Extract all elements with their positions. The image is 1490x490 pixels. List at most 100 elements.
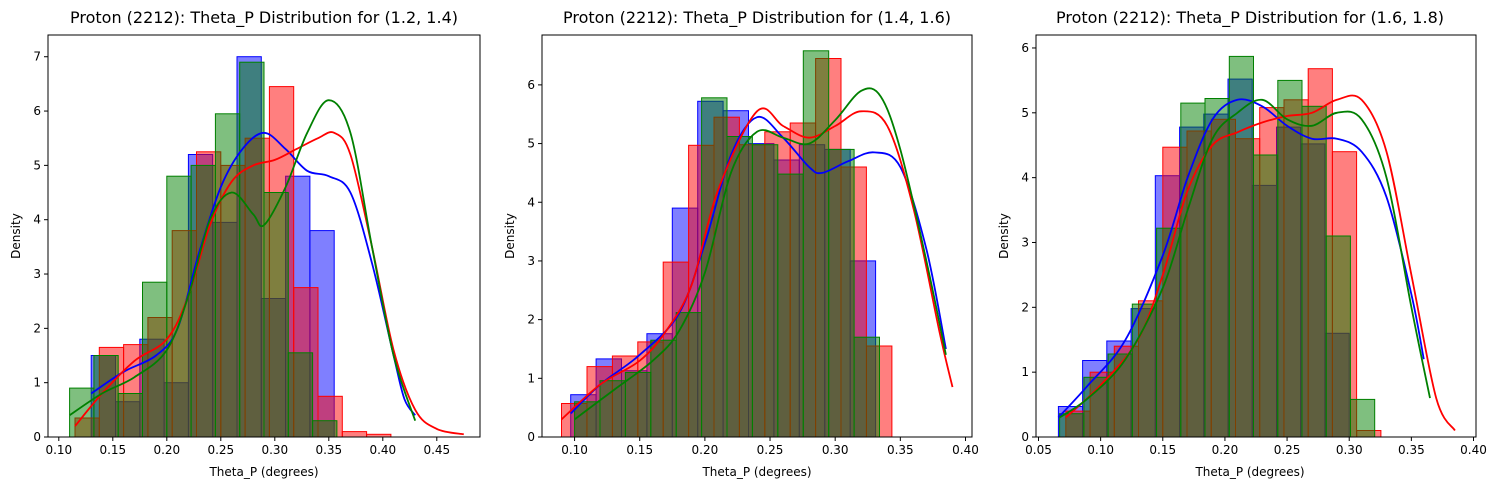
y-tick-label: 5: [33, 158, 41, 172]
histogram-bar-green: [117, 393, 143, 437]
y-tick-label: 0: [527, 430, 535, 444]
histogram-bar-green: [1277, 79, 1303, 437]
chart-panel-3: Proton (2212): Theta_P Distribution for …: [997, 8, 1487, 479]
y-tick-label: 1: [527, 371, 535, 385]
histogram-bar-green: [239, 61, 265, 437]
y-tick-label: 4: [527, 195, 535, 209]
x-tick-label: 0.05: [1025, 443, 1052, 457]
x-tick-label: 0.15: [626, 443, 653, 457]
y-tick-label: 3: [1021, 235, 1029, 249]
x-tick-label: 0.10: [561, 443, 588, 457]
y-axis-label: Density: [503, 213, 517, 259]
y-tick-label: 5: [527, 137, 535, 151]
kde-line-red: [560, 107, 954, 421]
x-tick-label: 0.40: [369, 443, 396, 457]
x-tick-label: 0.25: [207, 443, 234, 457]
histogram-bar-green: [624, 371, 652, 437]
histogram-bar-green: [1325, 235, 1351, 437]
x-tick-label: 0.40: [1460, 443, 1487, 457]
y-tick-label: 2: [1021, 300, 1029, 314]
plot-area: [560, 50, 954, 437]
histogram-bar-green: [1180, 102, 1206, 437]
histogram-bar-green: [1083, 376, 1109, 437]
axes-frame: [1035, 34, 1477, 438]
histogram-bar-green: [650, 339, 677, 437]
y-tick-label: 6: [1021, 41, 1029, 55]
y-tick-label: 2: [527, 313, 535, 327]
y-axis-label: Density: [997, 213, 1011, 259]
histogram-bar-green: [701, 97, 728, 437]
x-tick-label: 0.15: [1149, 443, 1176, 457]
y-tick-label: 5: [1021, 106, 1029, 120]
histogram-bar-green: [777, 173, 804, 437]
y-axis-label: Density: [9, 213, 23, 259]
histogram-bar-green: [853, 336, 880, 437]
y-tick-label: 4: [1021, 171, 1029, 185]
histogram-bar-green: [726, 136, 753, 437]
y-tick-label: 0: [33, 430, 41, 444]
y-tick-label: 7: [33, 50, 41, 64]
x-tick-label: 0.35: [887, 443, 914, 457]
kde-line-green: [69, 99, 417, 421]
histogram-bar-green: [287, 352, 314, 437]
y-tick-label: 3: [33, 267, 41, 281]
histogram-bar-green: [1204, 98, 1230, 437]
y-tick-label: 0: [1021, 430, 1029, 444]
histogram-bar-green: [1301, 105, 1327, 437]
histogram-bar-green: [828, 148, 855, 437]
histogram-bar-green: [1228, 55, 1255, 437]
x-tick-label: 0.25: [757, 443, 784, 457]
histogram-bar-green: [675, 312, 703, 437]
chart-panel-2: Proton (2212): Theta_P Distribution for …: [503, 8, 979, 479]
histogram-bar-green: [802, 50, 830, 437]
histogram-bar-green: [1350, 398, 1376, 437]
histogram-bar-green: [166, 175, 192, 437]
x-tick-label: 0.25: [1274, 443, 1301, 457]
histogram-bar-green: [263, 192, 289, 437]
y-tick-label: 4: [33, 213, 41, 227]
y-tick-label: 1: [1021, 365, 1029, 379]
kde-line-blue: [1057, 98, 1425, 419]
histogram-bar-green: [599, 380, 626, 437]
x-tick-label: 0.30: [1336, 443, 1363, 457]
kde-line-green: [1059, 98, 1431, 419]
y-tick-label: 6: [527, 78, 535, 92]
plot-area: [69, 56, 464, 437]
y-tick-label: 1: [33, 376, 41, 390]
x-axis-label: Theta_P (degrees): [208, 465, 318, 479]
x-tick-label: 0.35: [315, 443, 342, 457]
x-tick-label: 0.30: [822, 443, 849, 457]
histogram-bar-green: [1156, 227, 1182, 437]
y-tick-label: 2: [33, 321, 41, 335]
x-tick-label: 0.20: [1212, 443, 1239, 457]
plot-area: [1057, 55, 1456, 437]
histogram-bar-red: [341, 431, 368, 437]
chart-panel-1: Proton (2212): Theta_P Distribution for …: [9, 8, 481, 479]
histogram-bar-green: [751, 144, 779, 437]
x-tick-label: 0.20: [692, 443, 719, 457]
histogram-bar-green: [1059, 413, 1085, 437]
chart-title: Proton (2212): Theta_P Distribution for …: [70, 8, 458, 28]
x-tick-label: 0.30: [261, 443, 288, 457]
histogram-bar-green: [574, 401, 601, 437]
histogram-bar-green: [214, 113, 241, 437]
axes-frame: [541, 34, 973, 438]
x-tick-label: 0.10: [45, 443, 72, 457]
histogram-bar-green: [142, 281, 168, 437]
histogram-bar-green: [1253, 154, 1279, 437]
x-axis-label: Theta_P (degrees): [701, 465, 811, 479]
y-tick-label: 3: [527, 254, 535, 268]
kde-line-green: [574, 87, 947, 421]
x-tick-label: 0.35: [1398, 443, 1425, 457]
y-tick-label: 6: [33, 104, 41, 118]
axes-frame: [47, 34, 481, 438]
x-tick-label: 0.10: [1087, 443, 1114, 457]
kde-line-red: [74, 131, 464, 436]
histogram-bar-green: [190, 164, 216, 437]
chart-title: Proton (2212): Theta_P Distribution for …: [563, 8, 951, 28]
x-tick-label: 0.15: [99, 443, 126, 457]
x-tick-label: 0.20: [153, 443, 180, 457]
x-tick-label: 0.45: [423, 443, 450, 457]
chart-title: Proton (2212): Theta_P Distribution for …: [1056, 8, 1444, 28]
